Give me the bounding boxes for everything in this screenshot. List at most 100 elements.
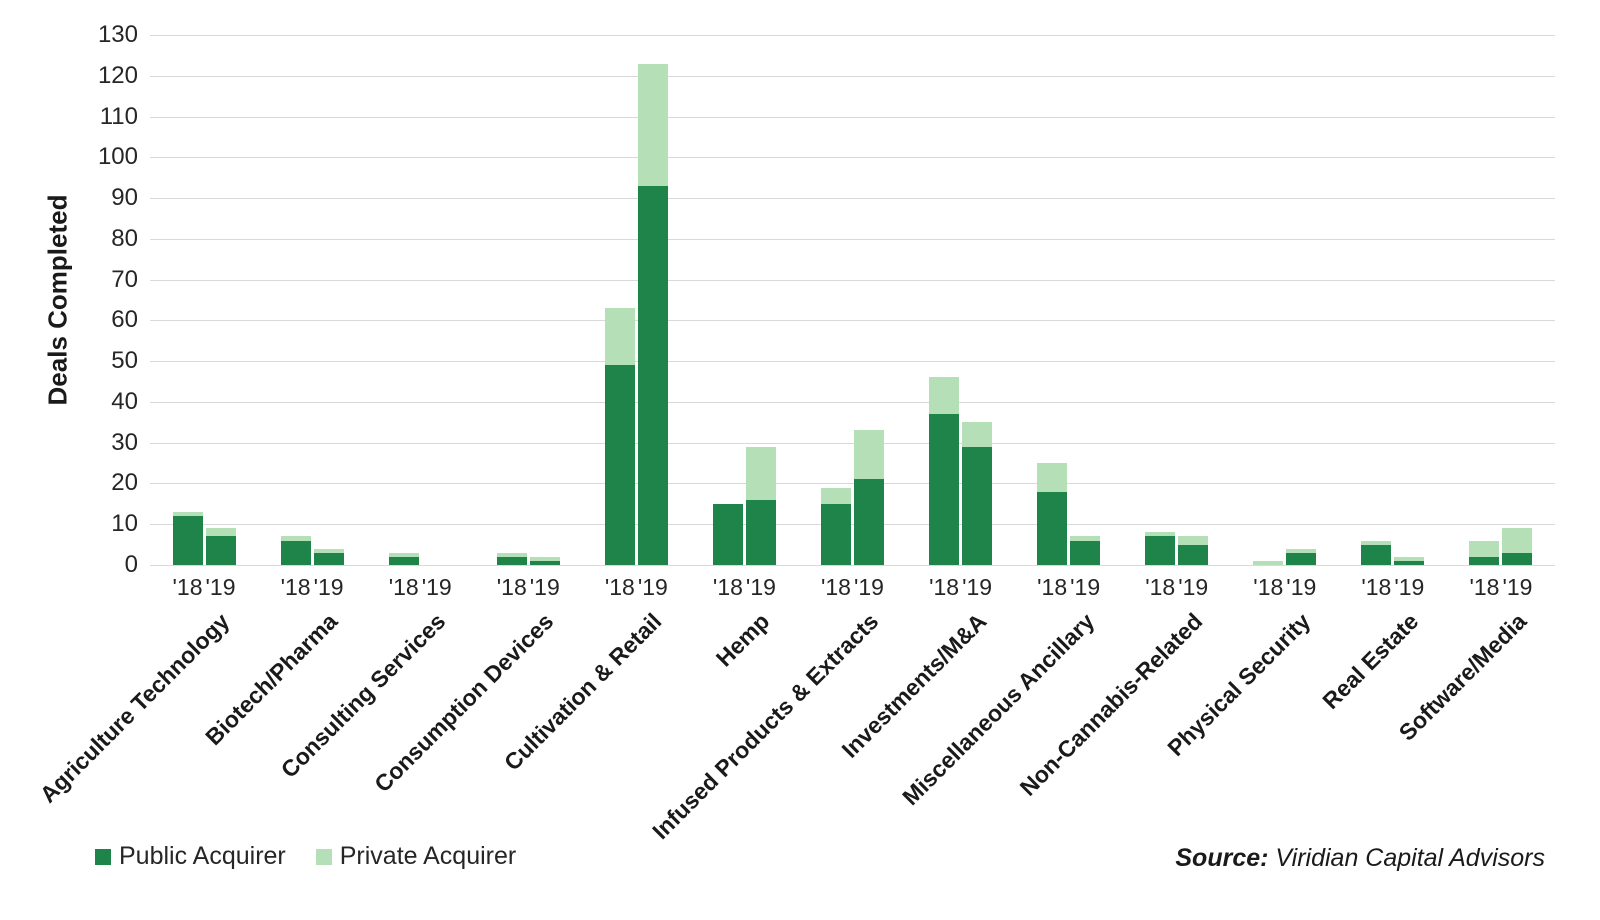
x-tick-year-label: '19 — [745, 574, 776, 600]
bar-segment-private — [1286, 548, 1317, 553]
bar-segment-private — [313, 548, 344, 553]
x-axis-year-labels: '18'19'18'19'18'19'18'19'18'19'18'19'18 '… — [150, 574, 1555, 604]
bar-segment-private — [854, 430, 884, 480]
gridline — [150, 35, 1555, 36]
source-label: Source: — [1175, 844, 1269, 872]
bar-segment-private — [1178, 536, 1209, 545]
bar-segment-public — [1037, 491, 1068, 565]
y-tick-label: 30 — [111, 428, 138, 456]
bar-segment-private — [496, 552, 527, 557]
bar-segment-public — [604, 365, 635, 565]
legend-item-private-acquirer: Private Acquirer — [315, 842, 517, 871]
bar-segment-private — [929, 377, 960, 415]
bar-segment-public — [388, 556, 419, 565]
bar-segment-private — [1145, 532, 1176, 537]
x-tick-year-label: '18 — [929, 574, 960, 600]
x-tick-year-label: '18 — [1469, 574, 1500, 600]
y-tick-label: 10 — [111, 510, 138, 538]
bar-segment-public — [1469, 556, 1500, 565]
bar-segment-public — [1178, 544, 1209, 565]
gridline — [150, 565, 1555, 566]
bar-segment-private — [1070, 536, 1101, 541]
gridline — [150, 401, 1555, 403]
bar-segment-private — [529, 556, 560, 561]
y-tick-label: 70 — [111, 265, 138, 293]
bar-segment-public — [712, 503, 743, 565]
y-tick-label: 60 — [111, 306, 138, 334]
gridline — [150, 116, 1555, 118]
x-tick-year-label: '19 — [1178, 574, 1209, 600]
bar-segment-private — [1253, 560, 1284, 565]
x-tick-year-label: '19 — [1502, 574, 1533, 600]
y-tick-label: 130 — [97, 21, 138, 48]
legend-swatch-public-icon — [95, 848, 111, 865]
y-tick-label: 50 — [111, 347, 138, 375]
x-tick-year-label: '19 — [637, 574, 668, 600]
plot-area — [150, 35, 1555, 566]
x-tick-year-label: '18 — [1361, 574, 1392, 600]
x-tick-year-label: '18 — [1037, 574, 1068, 600]
bar-segment-public — [1145, 536, 1176, 565]
gridline — [150, 524, 1555, 526]
bar-segment-public — [496, 556, 527, 565]
bar-segment-private — [1361, 540, 1392, 545]
y-tick-label: 100 — [97, 143, 138, 171]
bar-segment-private — [1394, 556, 1425, 561]
category-labels: Agriculture Technology Biotech/Pharma Cons… — [35, 608, 1555, 858]
bar-segment-private — [1502, 528, 1533, 553]
x-tick-year-label: '19 — [1070, 574, 1101, 600]
bar-segment-public — [1361, 544, 1392, 565]
gridline — [150, 157, 1555, 159]
x-tick-year-label: '19 — [205, 574, 236, 600]
bar-segment-private — [205, 528, 236, 537]
y-tick-label: 110 — [99, 102, 138, 130]
bar-segment-public — [529, 560, 560, 565]
gridline — [150, 198, 1555, 200]
bar-segment-private — [280, 536, 311, 541]
x-tick-year-label: '18 — [821, 574, 851, 600]
bar-segment-private — [172, 512, 203, 517]
bar-segment-public — [1394, 560, 1425, 565]
bar-segment-public — [205, 536, 236, 565]
gridline — [150, 320, 1555, 322]
x-tick-year-label: '18 — [280, 574, 311, 600]
x-tick-year-label: '19 — [313, 574, 344, 600]
x-tick-year-label: '19 — [1286, 574, 1317, 600]
bar-segment-private — [962, 422, 993, 447]
x-tick-year-label: '18 — [1253, 574, 1284, 600]
x-tick-year-label: '19 — [421, 574, 452, 600]
x-tick-year-label: '19 — [529, 574, 560, 600]
legend: Public Acquirer Private Acquirer — [95, 842, 516, 871]
bar-segment-private — [637, 63, 668, 186]
bar-segment-public — [929, 414, 960, 565]
bar-segment-public — [280, 540, 311, 565]
source-note: Source: Viridian Capital Advisors — [1175, 844, 1545, 873]
bar-segment-public — [745, 499, 776, 565]
legend-label-private: Private Acquirer — [339, 842, 517, 870]
bar-segment-private — [388, 552, 419, 557]
legend-label-public: Public Acquirer — [119, 842, 286, 870]
gridline — [150, 75, 1555, 77]
legend-swatch-private-icon — [315, 848, 332, 865]
x-tick-year-label: '18 — [496, 574, 527, 600]
y-tick-label: 40 — [111, 387, 138, 415]
gridline — [150, 238, 1555, 240]
y-tick-label: 0 — [124, 551, 138, 578]
bar-segment-public — [313, 552, 344, 565]
legend-item-public-acquirer: Public Acquirer — [95, 842, 286, 871]
y-tick-label: 120 — [97, 61, 138, 89]
bar-segment-public — [1502, 552, 1533, 565]
y-tick-label: 20 — [111, 469, 138, 497]
x-tick-year-label: '19 — [854, 574, 884, 600]
source-text: Viridian Capital Advisors — [1275, 844, 1545, 872]
x-tick-year-label: '18 — [604, 574, 635, 600]
bar-segment-public — [637, 185, 668, 565]
y-tick-label: 90 — [111, 184, 138, 212]
x-tick-year-label: '18 — [712, 574, 743, 600]
y-axis-ticks: 0 10 20 30 40 50 60 70 80 90 100 110 120 130 — [0, 21, 138, 578]
bar-segment-public — [821, 503, 851, 565]
gridline — [150, 361, 1555, 363]
bar-segment-private — [821, 487, 851, 504]
x-tick-year-label: '18 — [388, 574, 419, 600]
